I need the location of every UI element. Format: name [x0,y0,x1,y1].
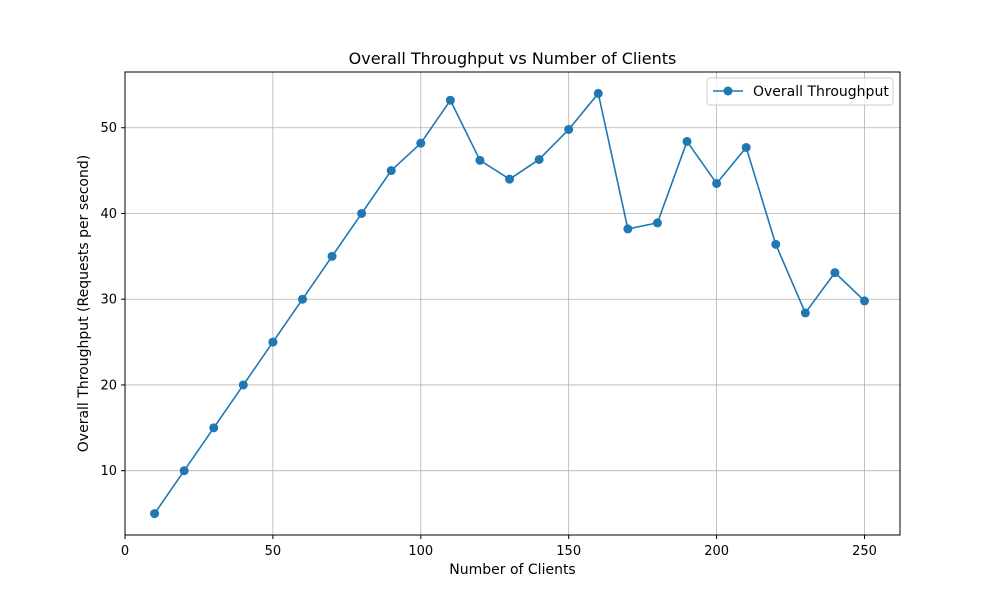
x-tick-label: 50 [265,544,282,559]
x-tick-label: 250 [852,544,877,559]
data-point [327,251,337,261]
data-point [268,337,278,347]
data-point [445,95,455,105]
data-point [150,509,160,519]
y-axis-label: Overall Throughput (Requests per second) [76,155,92,452]
y-tick-label: 40 [100,207,117,222]
data-point [800,308,810,318]
data-point [179,466,189,476]
legend-box [706,77,894,106]
data-point [860,296,870,306]
data-point [652,218,662,228]
x-tick-label: 150 [556,544,581,559]
legend: Overall Throughput [706,77,894,106]
data-point [741,142,751,152]
x-axis-label: Number of Clients [449,562,575,578]
y-tick-label: 20 [100,378,117,393]
data-point [238,380,248,390]
grid-lines [124,72,900,535]
y-tick-label: 50 [100,121,117,136]
y-tick-label: 10 [100,464,117,479]
data-point [416,138,426,148]
y-tick-label: 30 [100,293,117,308]
data-point [386,166,396,176]
x-tick-label: 0 [121,544,129,559]
data-point [297,294,307,304]
data-point [712,178,722,188]
plot-area-frame [124,71,901,536]
data-point [623,224,633,234]
legend-entry-overall-throughput: Overall Throughput [753,84,889,100]
data-point [209,423,219,433]
data-point [475,155,485,165]
series-layer [150,88,870,519]
chart-title: Overall Throughput vs Number of Clients [349,49,677,68]
data-point [534,154,544,164]
data-point [505,174,515,184]
x-axis-ticks: 0 50 100 150 200 250 [121,535,877,559]
x-tick-label: 200 [704,544,729,559]
data-point [564,124,574,134]
data-point [682,136,692,146]
data-point [357,208,367,218]
x-tick-label: 100 [408,544,433,559]
y-axis-ticks: 10 20 30 40 50 [100,121,125,479]
data-point [771,239,781,249]
data-point [830,268,840,278]
data-point [593,88,603,98]
legend-marker-swatch [723,86,733,96]
